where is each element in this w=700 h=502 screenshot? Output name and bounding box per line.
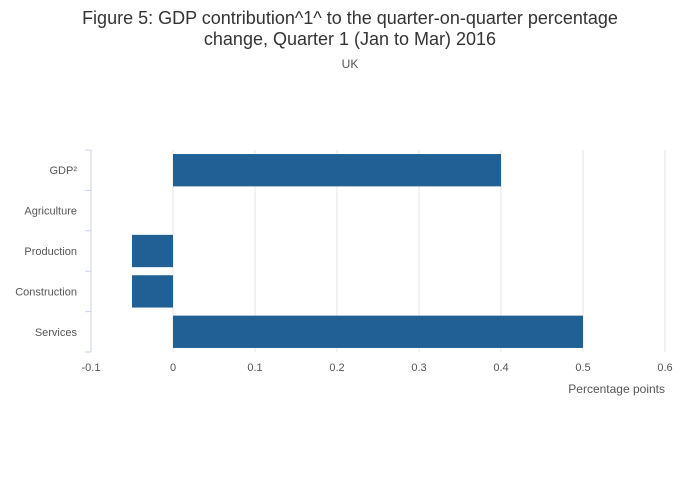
x-tick-label: 0.4 <box>493 362 508 374</box>
y-tick-label: Services <box>35 327 78 339</box>
y-axis: GDP² Agriculture Production Construction Ser… <box>15 149 92 353</box>
x-tick-label: 0.2 <box>329 362 344 374</box>
x-axis-title: Percentage points <box>568 382 665 396</box>
x-tick-label: -0.1 <box>82 362 101 374</box>
y-tick-label: GDP² <box>50 165 78 177</box>
x-tick-label: 0 <box>170 362 176 374</box>
x-tick-label: 0.3 <box>411 362 426 374</box>
bar <box>173 154 501 187</box>
chart-title-line-1: Figure 5: GDP contribution^1^ to the qua… <box>82 8 618 28</box>
bar <box>173 315 583 348</box>
x-tick-label: 0.1 <box>247 362 262 374</box>
chart-title-line-2: change, Quarter 1 (Jan to Mar) 2016 <box>203 29 497 49</box>
y-tick-label: Construction <box>15 286 77 298</box>
x-tick-label: 0.6 <box>657 362 672 374</box>
chart-subtitle: UK <box>341 57 359 71</box>
bar <box>132 275 173 308</box>
bar <box>132 234 173 268</box>
x-tick-label: 0.5 <box>575 362 590 374</box>
y-tick-label: Production <box>24 246 77 258</box>
bars <box>132 154 583 348</box>
x-tick-labels: -0.1 0 0.1 0.2 0.3 0.4 0.5 0.6 <box>82 362 673 374</box>
y-tick-label: Agriculture <box>24 206 77 218</box>
chart-title: Figure 5: GDP contribution^1^ to the qua… <box>0 8 700 50</box>
